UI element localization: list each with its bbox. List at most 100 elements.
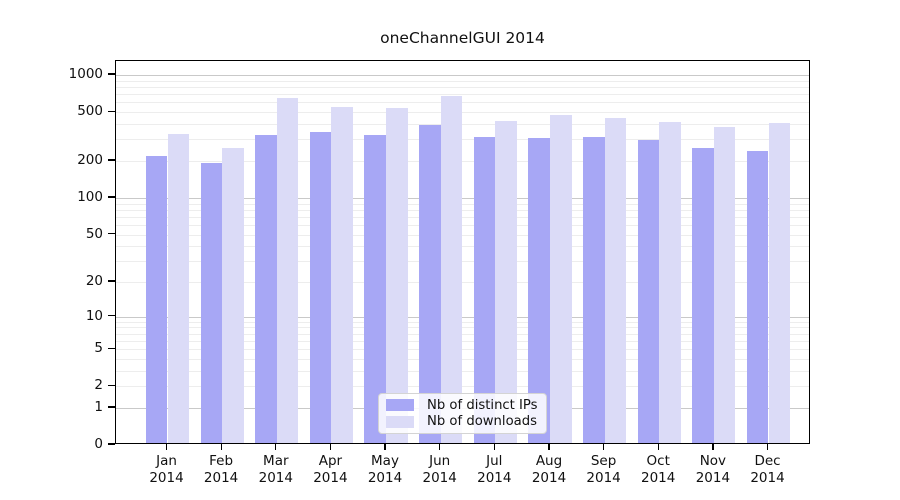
- bar-ips-nov: [692, 148, 714, 443]
- y-tick-label-100: 100: [77, 188, 103, 205]
- x-tick-label-sep: Sep 2014: [564, 453, 644, 486]
- x-tick-month: Feb: [209, 453, 234, 469]
- x-tick-month: Oct: [646, 453, 670, 469]
- y-tick-mark-100: [108, 196, 115, 198]
- bar-ips-sep: [583, 137, 605, 443]
- x-tick-year: 2014: [422, 469, 457, 486]
- gridline-minor-8: [116, 327, 809, 329]
- bar-ips-oct: [637, 139, 660, 443]
- x-tick-mark-apr: [329, 444, 332, 450]
- gridline-minor-600: [116, 102, 809, 104]
- gridline-minor-6: [116, 340, 809, 342]
- x-tick-month: Sep: [590, 453, 617, 469]
- gridline-major-10: [116, 316, 809, 318]
- x-tick-label-jun: Jun 2014: [400, 453, 480, 486]
- bar-ips-apr: [309, 131, 332, 443]
- bar-downloads-apr: [331, 106, 353, 443]
- x-tick-label-jul: Jul 2014: [454, 453, 534, 486]
- gridline-minor-3: [116, 370, 809, 372]
- x-tick-mark-aug: [548, 444, 550, 450]
- gridline-minor-80: [116, 209, 809, 211]
- y-tick-label-1: 1: [94, 398, 103, 415]
- y-tick-label-10: 10: [85, 307, 103, 324]
- legend: Nb of distinct IPs Nb of downloads: [378, 393, 547, 434]
- x-tick-year: 2014: [750, 469, 785, 486]
- x-tick-year: 2014: [149, 469, 184, 486]
- legend-swatch-distinct-ips: [386, 399, 414, 412]
- x-tick-year: 2014: [531, 469, 567, 486]
- y-tick-mark-1: [108, 406, 115, 408]
- x-tick-mark-dec: [766, 444, 769, 450]
- y-tick-label-0: 0: [94, 436, 103, 452]
- bar-downloads-sep: [604, 117, 627, 443]
- x-tick-label-aug: Aug 2014: [509, 453, 589, 486]
- x-tick-mark-jan: [165, 444, 168, 450]
- bar-downloads-may: [386, 107, 408, 443]
- y-tick-mark-5: [108, 347, 115, 349]
- bar-ips-jun: [419, 125, 441, 443]
- x-tick-mark-jun: [439, 444, 441, 450]
- y-tick-label-5: 5: [94, 340, 103, 357]
- bar-downloads-jan: [167, 133, 190, 443]
- x-tick-year: 2014: [695, 469, 731, 486]
- gridline-minor-700: [116, 94, 809, 96]
- gridline-minor-300: [116, 139, 809, 141]
- x-tick-label-apr: Apr 2014: [290, 453, 370, 486]
- x-tick-label-mar: Mar 2014: [236, 453, 316, 486]
- x-tick-mark-nov: [712, 444, 714, 450]
- gridline-minor-900: [116, 80, 809, 82]
- y-tick-label-1000: 1000: [68, 66, 103, 82]
- gridline-major-100: [116, 197, 809, 199]
- gridline-minor-9: [116, 321, 809, 323]
- x-tick-mark-sep: [603, 444, 605, 450]
- x-tick-mark-feb: [220, 444, 222, 450]
- bar-downloads-jul: [495, 120, 517, 443]
- y-tick-label-2: 2: [94, 377, 103, 394]
- x-tick-mark-jul: [493, 444, 495, 450]
- bar-downloads-jun: [440, 96, 463, 443]
- x-tick-label-jan: Jan 2014: [127, 453, 207, 486]
- gridline-minor-200: [116, 161, 809, 162]
- x-tick-year: 2014: [586, 469, 621, 486]
- bar-downloads-nov: [713, 126, 736, 443]
- gridline-minor-5: [116, 349, 809, 351]
- x-tick-year: 2014: [367, 469, 403, 486]
- legend-label-distinct-ips: Nb of distinct IPs: [427, 397, 538, 413]
- x-tick-month: Jan: [156, 453, 177, 469]
- x-tick-label-oct: Oct 2014: [618, 453, 698, 486]
- x-tick-mark-oct: [657, 444, 659, 450]
- bar-downloads-mar: [276, 97, 299, 443]
- legend-label-downloads: Nb of downloads: [427, 414, 537, 430]
- x-tick-month: Dec: [754, 453, 781, 469]
- x-tick-month: Aug: [535, 453, 563, 469]
- gridline-minor-2: [116, 386, 809, 388]
- legend-row: Nb of downloads: [386, 414, 539, 429]
- plot-area: [115, 60, 810, 444]
- gridline-minor-500: [116, 112, 809, 114]
- gridline-minor-7: [116, 333, 809, 335]
- gridline-minor-60: [116, 224, 809, 226]
- y-tick-mark-10: [108, 315, 115, 317]
- bar-downloads-aug: [550, 114, 572, 443]
- x-tick-month: May: [371, 453, 399, 469]
- bar-ips-may: [364, 135, 386, 443]
- x-tick-mark-may: [384, 444, 386, 450]
- x-tick-label-feb: Feb 2014: [181, 453, 261, 486]
- chart-title: oneChannelGUI 2014: [380, 29, 545, 47]
- x-tick-year: 2014: [258, 469, 293, 486]
- gridline-minor-400: [116, 124, 809, 125]
- gridline-minor-90: [116, 203, 809, 205]
- legend-row: Nb of distinct IPs: [386, 398, 539, 413]
- bar-downloads-feb: [222, 148, 244, 443]
- gridline-minor-30: [116, 261, 809, 263]
- gridline-minor-70: [116, 216, 809, 218]
- x-tick-year: 2014: [203, 469, 239, 486]
- y-tick-mark-1000: [108, 73, 115, 75]
- bar-downloads-oct: [659, 121, 681, 443]
- bar-ips-mar: [255, 135, 277, 443]
- x-tick-year: 2014: [313, 469, 348, 486]
- y-tick-mark-500: [108, 110, 115, 112]
- y-tick-mark-20: [108, 280, 115, 282]
- x-tick-mark-mar: [275, 444, 277, 450]
